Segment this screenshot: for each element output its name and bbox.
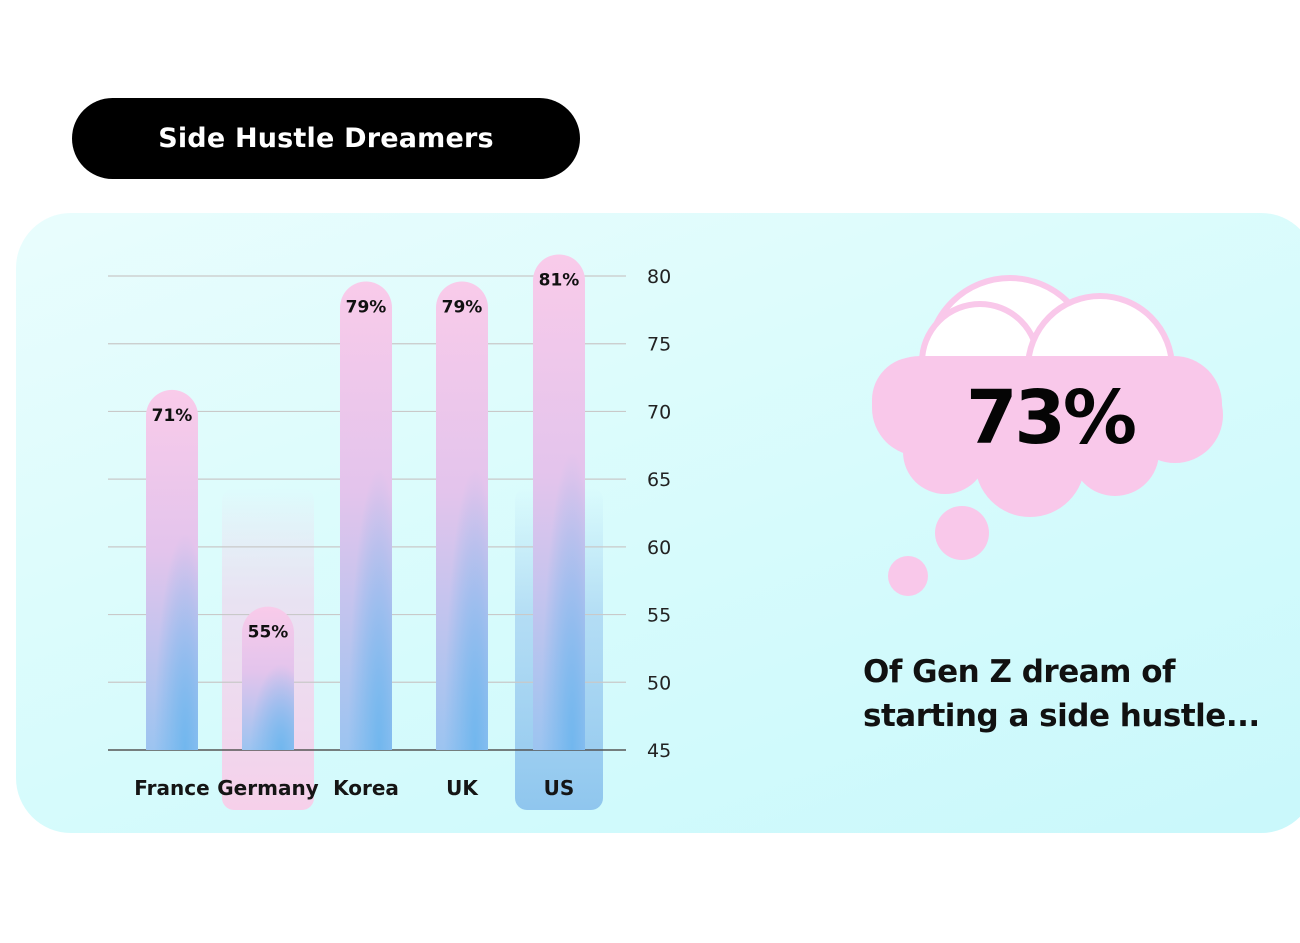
data-label-uk: 79%	[442, 298, 483, 318]
caption-line-1: Of Gen Z dream of	[863, 654, 1176, 690]
x-tick-label-uk: UK	[446, 776, 479, 800]
y-tick-label: 65	[647, 469, 671, 491]
y-tick-label: 60	[647, 537, 671, 559]
callout-stat: 73%	[965, 375, 1137, 461]
data-label-france: 71%	[152, 406, 193, 426]
title-pill: Side Hustle Dreamers	[72, 98, 580, 179]
y-tick-label: 75	[647, 334, 671, 356]
thought-bubble-medium	[935, 506, 989, 560]
y-tick-label: 50	[647, 672, 671, 694]
page-title: Side Hustle Dreamers	[158, 123, 494, 154]
data-label-us: 81%	[539, 270, 580, 290]
bar-us	[533, 254, 585, 750]
bar-germany	[242, 606, 294, 750]
bar-france	[146, 389, 198, 750]
x-tick-label-us: US	[544, 776, 575, 800]
data-label-korea: 79%	[346, 298, 387, 318]
caption-line-2: starting a side hustle...	[863, 698, 1260, 734]
x-tick-label-germany: Germany	[217, 776, 318, 800]
data-label-germany: 55%	[248, 623, 289, 643]
bar-uk	[436, 281, 488, 750]
y-tick-label: 80	[647, 266, 671, 288]
y-tick-label: 70	[647, 401, 671, 423]
bar-korea	[340, 281, 392, 750]
x-tick-label-france: France	[134, 776, 209, 800]
y-tick-label: 55	[647, 605, 671, 627]
thought-bubble-small	[888, 556, 928, 596]
y-tick-label: 45	[647, 740, 671, 762]
x-tick-label-korea: Korea	[333, 776, 399, 800]
thought-cloud	[872, 275, 1223, 596]
callout-caption: Of Gen Z dream of starting a side hustle…	[863, 650, 1263, 738]
